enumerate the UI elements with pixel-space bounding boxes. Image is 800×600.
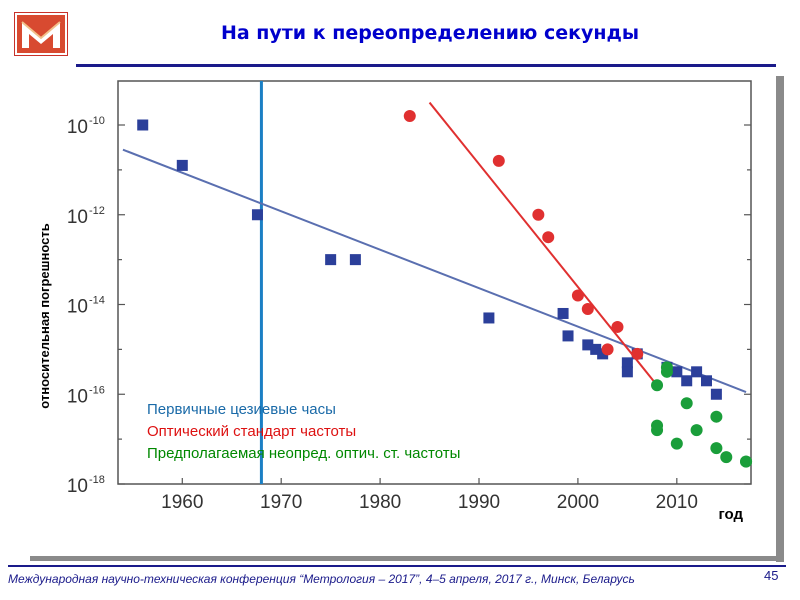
data-point-square [700, 375, 712, 387]
y-axis-label: относительная погрешность [37, 223, 52, 408]
legend-entry: Первичные цезиевые часы [147, 401, 336, 418]
data-point-square [621, 357, 633, 369]
footer-divider [8, 565, 786, 567]
data-point-circle [740, 455, 753, 468]
data-point-square [681, 375, 693, 387]
data-point-circle [492, 154, 505, 167]
data-point-square [349, 254, 361, 266]
x-tick-label: 1960 [161, 492, 203, 513]
y-tick-label: 10 [67, 207, 88, 228]
data-point-circle [680, 397, 693, 410]
data-point-circle [542, 231, 555, 244]
data-point-circle [710, 410, 723, 423]
y-tick-label: 10 [67, 386, 88, 407]
data-point-square [691, 366, 703, 378]
x-tick-label: 2010 [656, 492, 698, 513]
footer-text: Международная научно-техническая конфере… [8, 572, 635, 586]
title-divider [76, 64, 776, 67]
data-point-square [557, 307, 569, 319]
trend-line-series-1 [428, 101, 658, 386]
data-point-circle [532, 208, 545, 221]
data-point-circle [651, 379, 664, 392]
data-point-circle [660, 365, 673, 378]
x-axis-label: год [718, 506, 743, 523]
y-tick-exponent: -16 [89, 384, 105, 396]
data-point-circle [670, 437, 683, 450]
y-tick-exponent: -18 [89, 474, 105, 486]
data-point-square [621, 366, 633, 378]
data-point-square [251, 209, 263, 221]
data-point-circle [710, 442, 723, 455]
legend-entry: Оптический стандарт частоты [147, 423, 356, 440]
data-point-square [562, 330, 574, 342]
data-point-square [176, 159, 188, 171]
data-point-square [671, 366, 683, 378]
data-point-square [582, 339, 594, 351]
university-logo-icon [14, 12, 68, 56]
x-tick-label: 1990 [458, 492, 500, 513]
data-point-circle [571, 289, 584, 302]
x-tick-label: 1970 [260, 492, 302, 513]
data-point-square [597, 348, 609, 360]
data-point-square [137, 119, 149, 131]
y-tick-exponent: -14 [89, 295, 105, 307]
y-tick-exponent: -12 [89, 205, 105, 217]
data-point-square [710, 388, 722, 400]
data-point-circle [581, 302, 594, 315]
legend-entry: Предполагаемая неопред. оптич. ст. часто… [147, 445, 460, 462]
y-tick-exponent: -10 [89, 115, 105, 127]
data-point-circle [690, 424, 703, 437]
y-tick-label: 10 [67, 117, 88, 138]
data-point-circle [631, 347, 644, 360]
slide-title: На пути к переопределению секунды [220, 22, 640, 44]
data-point-circle [611, 320, 624, 333]
x-tick-label: 1980 [359, 492, 401, 513]
y-tick-label: 10 [67, 297, 88, 318]
data-point-square [590, 343, 602, 355]
data-point-square [325, 254, 337, 266]
data-point-square [483, 312, 495, 324]
data-point-circle [651, 424, 664, 437]
data-point-circle [720, 451, 733, 464]
page-number: 45 [764, 568, 779, 583]
chart-shadow-right [776, 76, 784, 562]
chart-background [30, 70, 776, 556]
data-point-circle [403, 110, 416, 123]
x-tick-label: 2000 [557, 492, 599, 513]
y-tick-label: 10 [67, 476, 88, 497]
chart-shadow-bottom [30, 555, 782, 561]
data-point-circle [601, 343, 614, 356]
plot-frame [117, 80, 752, 485]
